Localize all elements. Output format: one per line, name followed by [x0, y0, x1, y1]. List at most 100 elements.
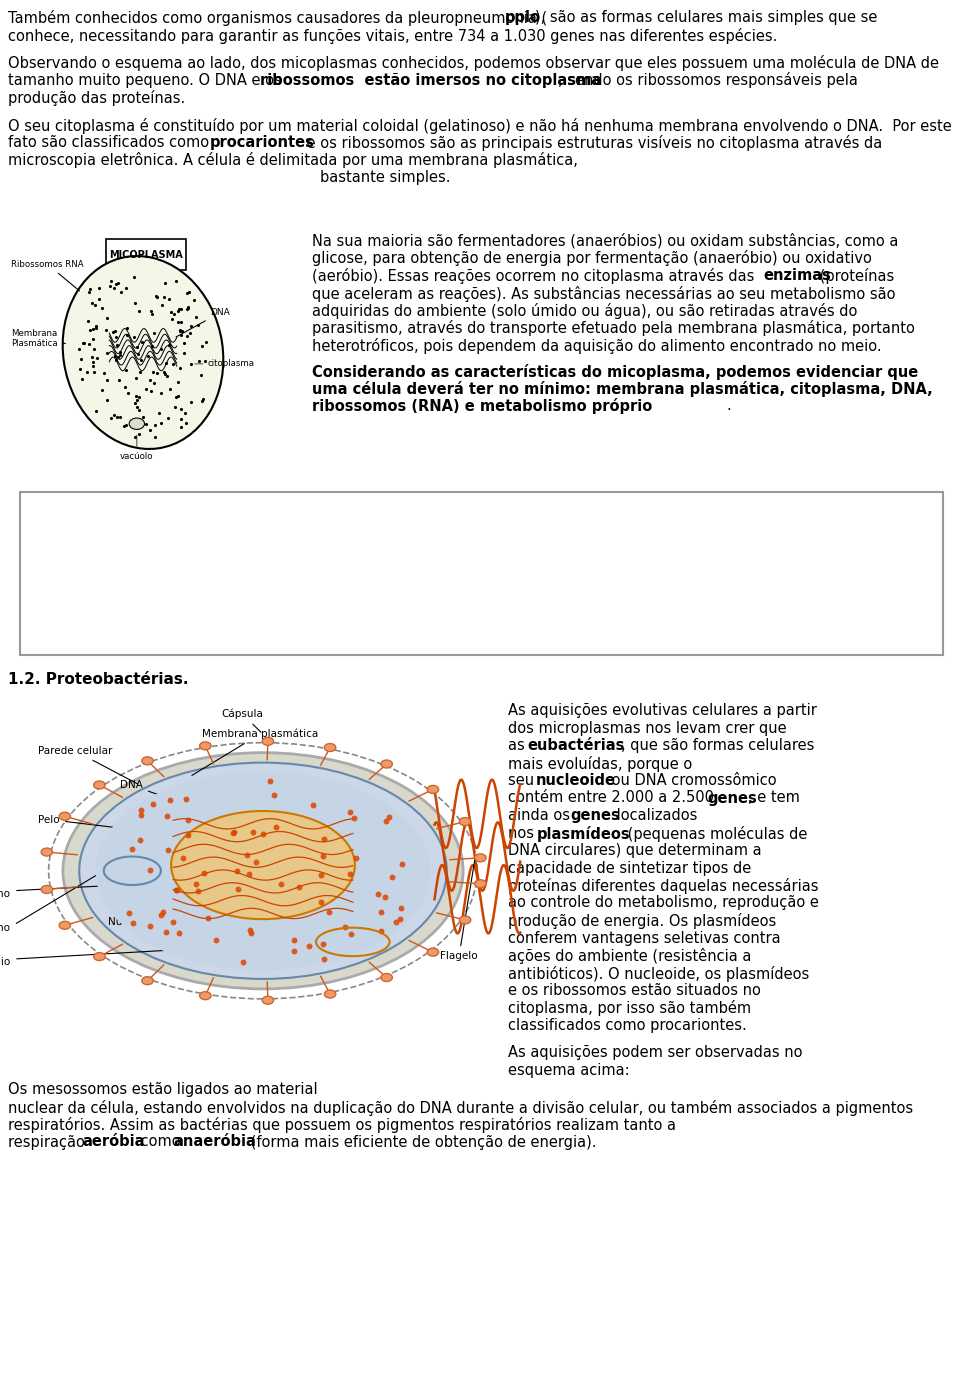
Point	[143, 420, 158, 442]
Point	[131, 422, 146, 445]
Ellipse shape	[427, 785, 439, 793]
Text: (pequenas moléculas de: (pequenas moléculas de	[623, 825, 807, 842]
Point	[158, 921, 174, 944]
Text: glicose, para obtenção de energia por fermentação (anaeróbio) ou oxidativo: glicose, para obtenção de energia por fe…	[312, 251, 872, 266]
Point	[162, 789, 178, 811]
Point	[378, 810, 394, 832]
Text: e os ribossomos estão situados no: e os ribossomos estão situados no	[508, 983, 761, 998]
Point	[394, 853, 409, 875]
Point	[176, 332, 191, 354]
Ellipse shape	[200, 742, 211, 750]
Point	[337, 916, 352, 938]
Point	[182, 322, 198, 344]
Point	[108, 344, 123, 367]
Point	[164, 308, 180, 330]
Point	[372, 901, 388, 923]
FancyBboxPatch shape	[20, 492, 943, 655]
Point	[199, 332, 214, 354]
Text: parasitismo, através do transporte efetuado pela membrana plasmática, portanto: parasitismo, através do transporte efetu…	[312, 321, 915, 336]
Point	[172, 357, 187, 379]
Point	[145, 361, 160, 383]
Point	[169, 386, 184, 408]
Point	[106, 321, 121, 343]
Point	[180, 325, 195, 347]
Point	[388, 910, 403, 933]
Point	[143, 368, 158, 390]
Point	[83, 279, 98, 301]
Text: Nucleoide: Nucleoide	[108, 901, 211, 927]
Point	[255, 822, 271, 845]
Text: genes: genes	[707, 790, 756, 806]
Point	[197, 350, 212, 372]
Point	[128, 367, 143, 389]
FancyBboxPatch shape	[107, 238, 186, 270]
Text: ainda os: ainda os	[508, 809, 575, 822]
Point	[192, 350, 207, 372]
Text: proteínas diferentes daquelas necessárias: proteínas diferentes daquelas necessária…	[508, 878, 819, 894]
Point	[321, 901, 336, 923]
Point	[158, 351, 174, 374]
Point	[133, 804, 149, 827]
Point	[195, 335, 210, 357]
Point	[151, 401, 166, 424]
Text: citoplasma, por isso são também: citoplasma, por isso são também	[508, 1001, 751, 1016]
Point	[133, 799, 149, 821]
Point	[180, 810, 196, 832]
Point	[393, 907, 408, 930]
Point	[118, 414, 133, 436]
Text: Também conhecidos como organismos causadores da pleuropneumonia (: Também conhecidos como organismos causad…	[8, 10, 547, 26]
Point	[95, 297, 110, 319]
Point	[144, 335, 159, 357]
Point	[246, 821, 261, 843]
Point	[117, 415, 132, 438]
Point	[108, 326, 124, 348]
Point	[167, 396, 182, 418]
Point	[100, 389, 115, 411]
Text: genes: genes	[570, 809, 620, 822]
Point	[133, 348, 149, 371]
Point	[241, 863, 256, 885]
Point	[103, 275, 118, 297]
Text: plasmídeos: plasmídeos	[537, 825, 631, 842]
Ellipse shape	[94, 781, 105, 789]
Point	[108, 348, 124, 371]
Point	[313, 891, 328, 913]
Point	[165, 353, 180, 375]
Point	[100, 307, 115, 329]
Point	[170, 311, 185, 333]
Point	[342, 863, 357, 885]
Point	[126, 912, 141, 934]
Point	[146, 372, 161, 395]
Point	[226, 821, 241, 843]
Point	[109, 406, 125, 428]
Point	[156, 361, 172, 383]
Point	[305, 795, 321, 817]
Text: anaeróbia: anaeróbia	[173, 1135, 256, 1150]
Point	[373, 920, 389, 942]
Point	[120, 323, 135, 346]
Point	[142, 859, 157, 881]
Point	[173, 397, 188, 420]
Point	[208, 930, 224, 952]
Point	[315, 845, 330, 867]
Point	[159, 804, 175, 827]
Point	[84, 346, 100, 368]
Point	[142, 914, 157, 937]
Text: produção das proteínas.: produção das proteínas.	[8, 91, 185, 106]
Ellipse shape	[381, 973, 393, 981]
Point	[117, 375, 132, 397]
Point	[160, 839, 176, 861]
Point	[73, 348, 88, 371]
Text: .: .	[726, 399, 731, 414]
Point	[197, 861, 212, 884]
Point	[301, 934, 317, 956]
Point	[262, 769, 277, 792]
Point	[242, 919, 257, 941]
Point	[107, 404, 122, 427]
Text: dos microplasmas nos levam crer que: dos microplasmas nos levam crer que	[508, 721, 786, 736]
Point	[183, 315, 199, 337]
Ellipse shape	[324, 990, 336, 998]
Point	[83, 319, 98, 342]
Ellipse shape	[142, 977, 154, 984]
Point	[177, 342, 192, 364]
